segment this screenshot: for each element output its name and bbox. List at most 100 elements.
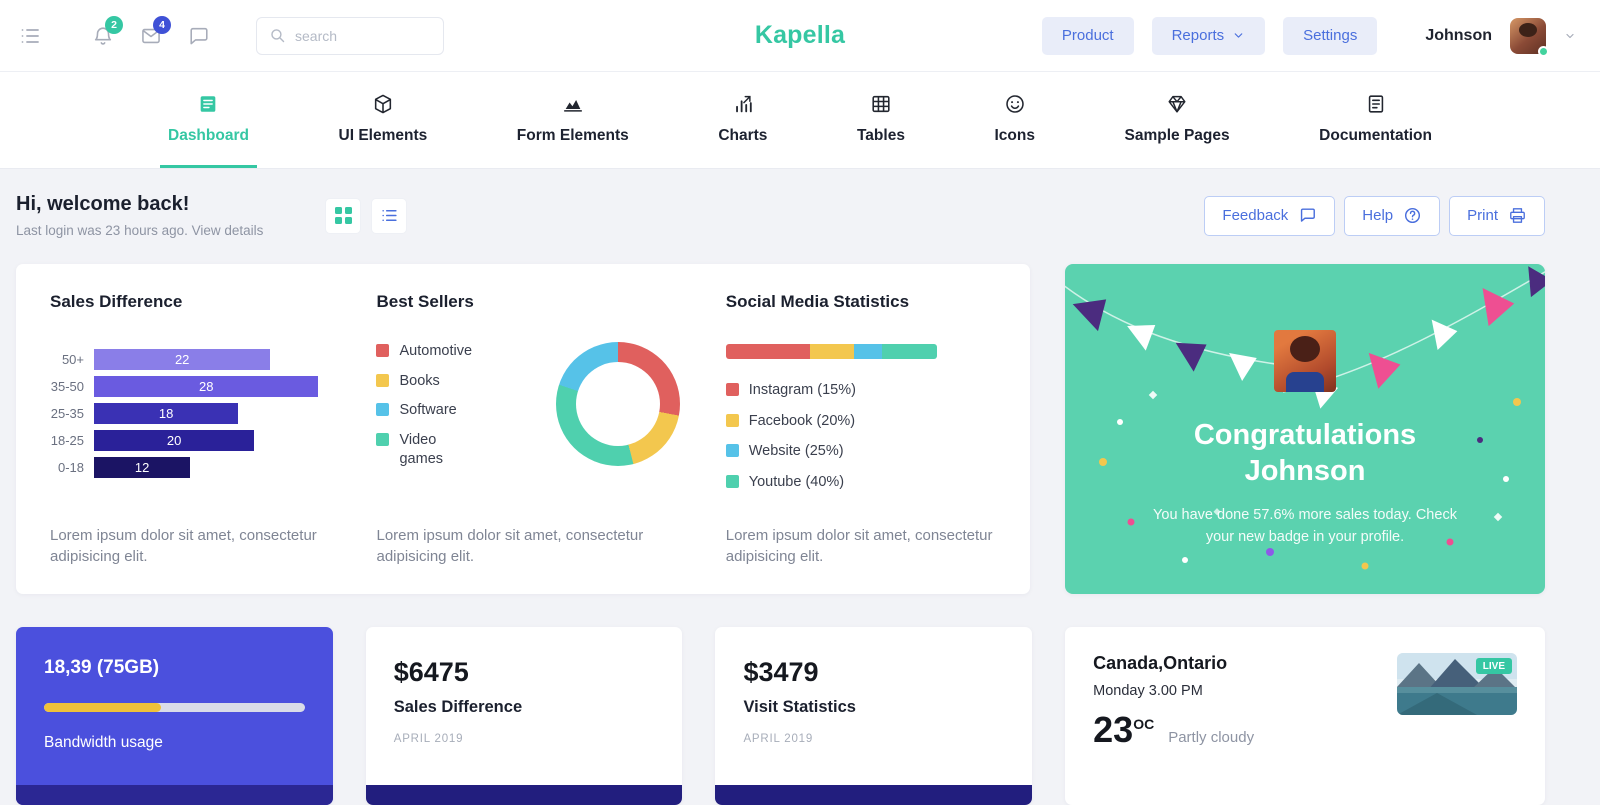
tab-label: Form Elements xyxy=(516,126,629,144)
notifications-bell-icon[interactable]: 2 xyxy=(92,15,123,47)
bar-row: 25-35 18 xyxy=(50,400,334,427)
congrats-message: You have done 57.6% more sales today. Ch… xyxy=(1153,506,1457,546)
tab-label: Documentation xyxy=(1319,126,1432,144)
help-question-icon xyxy=(1403,206,1422,225)
list-view-button[interactable] xyxy=(371,197,408,234)
reports-button-label: Reports xyxy=(1171,27,1225,44)
sales-label: Sales Difference xyxy=(393,698,523,716)
top-header: 2 4 Kapella Product Reports Settings Joh… xyxy=(0,0,1600,72)
header-left: 2 4 xyxy=(18,15,444,55)
bar-track: 28 xyxy=(94,376,334,397)
legend-item: Software xyxy=(376,401,479,421)
tab-label: Icons xyxy=(994,126,1035,144)
panel-title: Best Sellers xyxy=(376,292,474,311)
tab-label: Tables xyxy=(856,126,905,144)
weather-live-image: LIVE xyxy=(1397,653,1517,715)
congrats-title: Congratulations Johnson xyxy=(1193,419,1417,487)
tab-form-elements[interactable]: Form Elements xyxy=(509,72,637,168)
bandwidth-label: Bandwidth usage xyxy=(44,734,163,751)
bandwidth-value: 18,39 (75GB) xyxy=(44,657,160,678)
bar-track: 18 xyxy=(94,403,334,424)
stacked-bar-segment xyxy=(810,344,855,359)
legend-swatch xyxy=(376,432,390,446)
feedback-message-icon xyxy=(1298,206,1317,225)
weather-location: Canada,Ontario xyxy=(1093,653,1228,673)
bar-row: 50+ 22 xyxy=(50,346,334,373)
help-button[interactable]: Help xyxy=(1344,195,1441,236)
bar-chart-icon xyxy=(732,93,754,115)
settings-button[interactable]: Settings xyxy=(1283,16,1378,55)
welcome-text: Hi, welcome back! Last login was 23 hour… xyxy=(16,193,263,238)
legend-swatch xyxy=(725,413,739,427)
social-media-panel: Social Media Statistics Instagram (15%) F… xyxy=(725,292,996,568)
legend-item: Youtube (40%) xyxy=(725,473,996,493)
legend-swatch xyxy=(376,373,390,387)
gem-icon xyxy=(1166,93,1188,115)
bar-track: 22 xyxy=(94,349,334,370)
view-toggles xyxy=(325,197,408,234)
tab-documentation[interactable]: Documentation xyxy=(1311,72,1440,168)
area-chart-icon xyxy=(562,93,584,115)
grid-view-button[interactable] xyxy=(325,197,362,234)
legend-swatch xyxy=(725,383,739,396)
chevron-down-icon xyxy=(1232,29,1245,42)
visits-period: APRIL 2019 xyxy=(743,733,814,745)
tab-icons[interactable]: Icons xyxy=(986,72,1042,168)
card-mini-chart xyxy=(16,785,333,805)
legend-item: Automotive xyxy=(376,342,479,362)
tab-sample-pages[interactable]: Sample Pages xyxy=(1117,72,1238,168)
stacked-bar-segment xyxy=(881,344,937,359)
best-sellers-legend: Automotive Books Software Video games xyxy=(376,342,479,470)
search-input[interactable] xyxy=(295,27,431,44)
bar-track: 12 xyxy=(94,457,334,478)
tab-label: Sample Pages xyxy=(1124,126,1230,144)
statistics-card: Sales Difference 50+ 22 35-50 28 25-35 18 18-2… xyxy=(16,264,1030,594)
bar-category-label: 35-50 xyxy=(50,379,84,394)
card-mini-chart xyxy=(715,785,1033,805)
welcome-row: Hi, welcome back! Last login was 23 hour… xyxy=(16,193,1545,238)
feedback-button[interactable]: Feedback xyxy=(1204,195,1336,236)
tab-ui-elements[interactable]: UI Elements xyxy=(331,72,436,168)
congratulations-card: Congratulations Johnson You have done 57… xyxy=(1065,264,1545,594)
chat-icon[interactable] xyxy=(188,25,210,47)
tab-charts[interactable]: Charts xyxy=(710,72,775,168)
legend-label: Instagram (15%) xyxy=(748,382,856,398)
bar-category-label: 50+ xyxy=(61,352,84,367)
user-menu-chevron-icon[interactable] xyxy=(1564,30,1576,42)
search-icon xyxy=(269,27,286,44)
temperature-value: 23 xyxy=(1093,709,1134,750)
legend-swatch xyxy=(376,403,390,417)
main-nav: Dashboard UI Elements Form Elements Char… xyxy=(0,72,1600,169)
sales-difference-panel: Sales Difference 50+ 22 35-50 28 25-35 18 18-2… xyxy=(50,292,334,568)
tab-dashboard[interactable]: Dashboard xyxy=(160,72,257,168)
dashboard-icon xyxy=(197,93,219,115)
last-login-text: Last login was 23 hours ago. View detail… xyxy=(16,223,264,238)
sales-period: APRIL 2019 xyxy=(393,733,464,745)
user-name: Johnson xyxy=(1425,26,1492,44)
welcome-actions: Feedback Help Print xyxy=(1204,195,1545,236)
visits-amount: $3479 xyxy=(743,657,819,687)
bandwidth-card: 18,39 (75GB) Bandwidth usage xyxy=(16,627,333,805)
legend-item: Website (25%) xyxy=(725,442,996,462)
print-button-label: Print xyxy=(1467,207,1498,224)
panel-title: Sales Difference xyxy=(50,292,183,311)
tab-tables[interactable]: Tables xyxy=(849,72,913,168)
product-button-label: Product xyxy=(1061,27,1114,44)
smiley-icon xyxy=(1004,93,1026,115)
print-button[interactable]: Print xyxy=(1449,195,1545,236)
avatar[interactable] xyxy=(1510,17,1549,57)
bar-row: 35-50 28 xyxy=(50,373,334,400)
reports-button[interactable]: Reports xyxy=(1151,16,1266,55)
menu-icon[interactable] xyxy=(18,24,42,48)
product-button[interactable]: Product xyxy=(1041,16,1134,55)
weather-condition: Partly cloudy xyxy=(1168,729,1255,746)
panel-title: Social Media Statistics xyxy=(725,292,910,311)
legend-label: Automotive xyxy=(399,343,473,359)
bar-track: 20 xyxy=(94,430,334,451)
legend-label: Youtube (40%) xyxy=(748,473,845,490)
panel-description: Lorem ipsum dolor sit amet, consectetur … xyxy=(376,526,644,566)
bar-value: 28 xyxy=(94,376,319,397)
best-sellers-donut xyxy=(555,342,680,466)
messages-mail-icon[interactable]: 4 xyxy=(140,15,171,47)
bar-row: 0-18 12 xyxy=(50,454,334,481)
